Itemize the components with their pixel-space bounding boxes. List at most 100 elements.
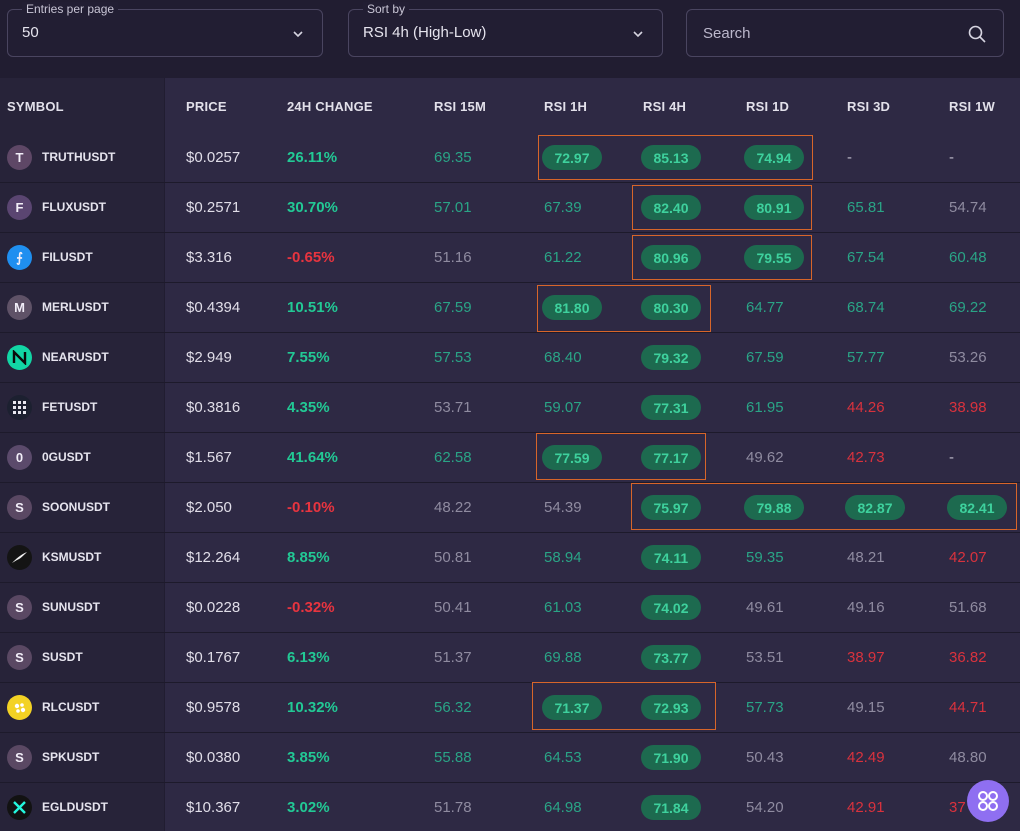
rsi-r1w-value: 36.82 [949, 649, 987, 666]
rsi-r1w-value: 60.48 [949, 249, 987, 266]
symbol-name[interactable]: FLUXUSDT [42, 200, 106, 214]
rsi-r1h-pill: 72.97 [542, 145, 602, 170]
price-value: $0.9578 [186, 699, 241, 716]
rsi-r3d-value: 48.21 [847, 549, 885, 566]
rsi-r1w-value: 69.22 [949, 299, 987, 316]
rsi-r1w-value: 53.26 [949, 349, 987, 366]
rsi-r15m-value: 57.53 [434, 349, 472, 366]
column-header-rsi-3d[interactable]: RSI 3D [847, 99, 891, 114]
symbol-name[interactable]: MERLUSDT [42, 300, 109, 314]
rsi-r15m-value: 55.88 [434, 749, 472, 766]
table-row[interactable]: RLCUSDT $0.9578 10.32% 56.32 71.37 72.93 57.73… [0, 683, 1020, 733]
symbol-name[interactable]: FILUSDT [42, 250, 93, 264]
column-header-24h-change[interactable]: 24H CHANGE [287, 99, 373, 114]
rsi-r15m-value: 69.35 [434, 149, 472, 166]
symbol-name[interactable]: NEARUSDT [42, 350, 109, 364]
rsi-r3d-value: 42.73 [847, 449, 885, 466]
column-header-rsi-4h[interactable]: RSI 4H [643, 99, 687, 114]
change-value: 7.55% [287, 349, 330, 366]
rsi-r4h-pill: 74.02 [641, 595, 701, 620]
column-header-symbol[interactable]: SYMBOL [7, 99, 64, 114]
change-value: 10.32% [287, 699, 338, 716]
table-row[interactable]: F FLUXUSDT $0.2571 30.70% 57.01 67.39 82.40 80.… [0, 183, 1020, 233]
symbol-name[interactable]: EGLDUSDT [42, 800, 108, 814]
letter-s-icon: S [7, 595, 32, 620]
entries-per-page-select[interactable]: Entries per page 50 [7, 2, 323, 57]
rsi-r4h-pill: 73.77 [641, 645, 701, 670]
column-header-rsi-1d[interactable]: RSI 1D [746, 99, 790, 114]
price-value: $3.316 [186, 249, 232, 266]
iexec-icon [7, 695, 32, 720]
column-header-price[interactable]: PRICE [186, 99, 227, 114]
rsi-r4h-pill: 77.17 [641, 445, 701, 470]
table-row[interactable]: KSMUSDT $12.264 8.85% 50.81 58.94 74.11 59.35 4… [0, 533, 1020, 583]
rsi-r4h-pill: 75.97 [641, 495, 701, 520]
change-value: 3.85% [287, 749, 330, 766]
table-row[interactable]: FETUSDT $0.3816 4.35% 53.71 59.07 77.31 61.95 4… [0, 383, 1020, 433]
letter-m-icon: M [7, 295, 32, 320]
table-row[interactable]: NEARUSDT $2.949 7.55% 57.53 68.40 79.32 67.59 5… [0, 333, 1020, 383]
rsi-r1h-value: 69.88 [544, 649, 582, 666]
rsi-r1w-value: 44.71 [949, 699, 987, 716]
rsi-r3d-value: 44.26 [847, 399, 885, 416]
search-icon[interactable] [967, 24, 987, 44]
rsi-r1h-value: 61.03 [544, 599, 582, 616]
rsi-r1d-value: 49.61 [746, 599, 784, 616]
avatar-letter: F [15, 200, 24, 215]
table-row[interactable]: M MERLUSDT $0.4394 10.51% 67.59 81.80 80.30 64.… [0, 283, 1020, 333]
table-controls: Entries per page 50 Sort by RSI 4h (High… [0, 0, 1020, 78]
symbol-name[interactable]: FETUSDT [42, 400, 98, 414]
column-header-rsi-1w[interactable]: RSI 1W [949, 99, 995, 114]
rsi-r15m-value: 67.59 [434, 299, 472, 316]
rsi-r3d-value: 49.16 [847, 599, 885, 616]
rsi-r15m-value: 50.41 [434, 599, 472, 616]
search-input[interactable]: Search [686, 9, 1004, 57]
entries-per-page-label: Entries per page [22, 2, 119, 16]
rsi-r4h-pill: 80.30 [641, 295, 701, 320]
rsi-r3d-value: 42.49 [847, 749, 885, 766]
column-header-rsi-1h[interactable]: RSI 1H [544, 99, 588, 114]
symbol-name[interactable]: KSMUSDT [42, 550, 102, 564]
near-icon [7, 345, 32, 370]
symbol-name[interactable]: SUNUSDT [42, 600, 101, 614]
rsi-r1w-value: 54.74 [949, 199, 987, 216]
table-row[interactable]: EGLDUSDT $10.367 3.02% 51.78 64.98 71.84 54.20… [0, 783, 1020, 831]
rsi-table: SYMBOL PRICE 24H CHANGE RSI 15M RSI 1H R… [0, 78, 1020, 831]
sort-by-value: RSI 4h (High-Low) [363, 24, 487, 41]
rsi-r3d-value: 57.77 [847, 349, 885, 366]
price-value: $10.367 [186, 799, 241, 816]
symbol-name[interactable]: TRUTHUSDT [42, 150, 116, 164]
change-value: 10.51% [287, 299, 338, 316]
table-row[interactable]: S SUSDT $0.1767 6.13% 51.37 69.88 73.77 53.51 38… [0, 633, 1020, 683]
rsi-r4h-pill: 71.84 [641, 795, 701, 820]
rsi-r1w-value: - [949, 149, 954, 166]
table-row[interactable]: T TRUTHUSDT $0.0257 26.11% 69.35 72.97 85.13 74… [0, 133, 1020, 183]
sort-by-select[interactable]: Sort by RSI 4h (High-Low) [348, 2, 663, 57]
rsi-r15m-value: 48.22 [434, 499, 472, 516]
table-row[interactable]: S SUNUSDT $0.0228 -0.32% 50.41 61.03 74.02 49.6… [0, 583, 1020, 633]
rsi-r1h-pill: 77.59 [542, 445, 602, 470]
table-row[interactable]: ⨍ FILUSDT $3.316 -0.65% 51.16 61.22 80.96 79.55… [0, 233, 1020, 283]
apps-fab-button[interactable] [967, 780, 1009, 822]
rsi-r15m-value: 57.01 [434, 199, 472, 216]
symbol-name[interactable]: SOONUSDT [42, 500, 111, 514]
change-value: 3.02% [287, 799, 330, 816]
symbol-name[interactable]: SUSDT [42, 650, 83, 664]
table-row[interactable]: S SOONUSDT $2.050 -0.10% 48.22 54.39 75.97 79.8… [0, 483, 1020, 533]
table-row[interactable]: 0 0GUSDT $1.567 41.64% 62.58 77.59 77.17 49.62 4… [0, 433, 1020, 483]
rsi-r1d-value: 54.20 [746, 799, 784, 816]
rsi-r1w-value: 51.68 [949, 599, 987, 616]
rsi-r1d-value: 57.73 [746, 699, 784, 716]
rsi-r1h-pill: 81.80 [542, 295, 602, 320]
table-body: T TRUTHUSDT $0.0257 26.11% 69.35 72.97 85.13 74… [0, 133, 1020, 831]
rsi-r1d-value: 50.43 [746, 749, 784, 766]
table-row[interactable]: S SPKUSDT $0.0380 3.85% 55.88 64.53 71.90 50.43… [0, 733, 1020, 783]
symbol-name[interactable]: RLCUSDT [42, 700, 100, 714]
symbol-name[interactable]: SPKUSDT [42, 750, 100, 764]
symbol-name[interactable]: 0GUSDT [42, 450, 91, 464]
rsi-r3d-value: 65.81 [847, 199, 885, 216]
rsi-r15m-value: 50.81 [434, 549, 472, 566]
rsi-r1h-value: 61.22 [544, 249, 582, 266]
rsi-r1h-value: 68.40 [544, 349, 582, 366]
column-header-rsi-15m[interactable]: RSI 15M [434, 99, 486, 114]
